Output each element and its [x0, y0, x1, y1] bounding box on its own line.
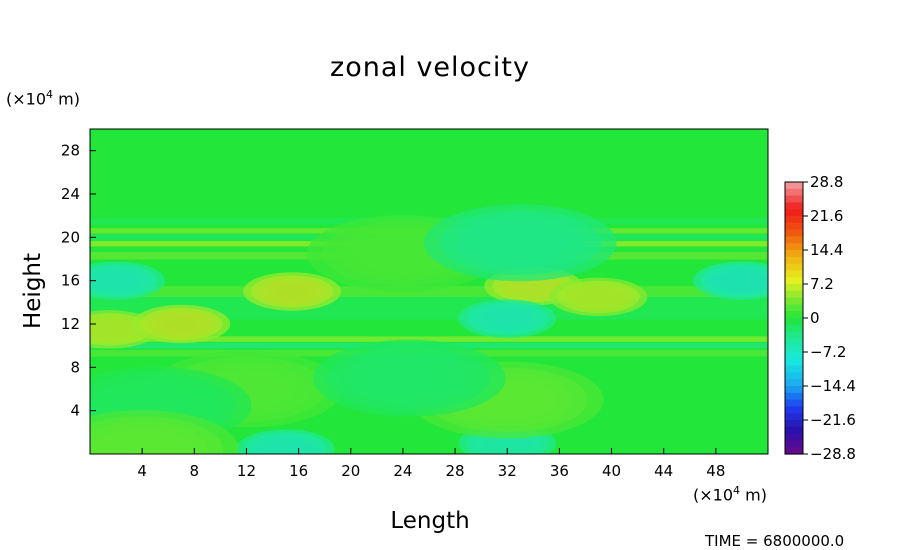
y-axis-unit: (×104 m) [6, 88, 80, 109]
x-tick-label: 16 [289, 462, 308, 480]
colorbar-segment [785, 311, 803, 319]
x-tick-label: 24 [393, 462, 412, 480]
field-feature [132, 304, 231, 344]
colorbar-segment [785, 338, 803, 346]
colorbar-segment [785, 399, 803, 407]
colorbar-segment [785, 433, 803, 441]
colorbar-segment [785, 345, 803, 353]
field-feature [90, 410, 239, 454]
field-feature [243, 272, 342, 311]
y-tick-label: 16 [61, 272, 80, 290]
colorbar-tick-label: 0 [810, 309, 820, 327]
x-axis-unit: (×104 m) [693, 484, 767, 505]
field-feature [424, 204, 617, 282]
colorbar-segment [785, 236, 803, 244]
field-feature [549, 277, 648, 317]
colorbar-segment [785, 216, 803, 224]
colorbar-segment [785, 182, 803, 190]
field-feature [458, 299, 557, 338]
y-tick-label: 12 [61, 315, 80, 333]
x-tick-label: 20 [341, 462, 360, 480]
colorbar-segment [785, 222, 803, 231]
plot-frame [89, 128, 769, 455]
x-tick-label: 28 [446, 462, 465, 480]
colorbar-tick-label: 28.8 [810, 173, 843, 191]
colorbar-segment [785, 250, 803, 258]
colorbar-tick-label: −28.8 [810, 445, 856, 463]
x-tick-label: 32 [498, 462, 517, 480]
field-feature [236, 429, 335, 454]
x-tick-label: 36 [550, 462, 569, 480]
colorbar-segment [785, 324, 803, 333]
plot-area [89, 128, 769, 455]
x-axis: 4 8 12 16 20 24 28 32 36 40 44 48 [137, 448, 725, 480]
y-tick-label: 24 [61, 185, 80, 203]
colorbar-segment [785, 243, 803, 251]
colorbar-segment [785, 297, 803, 305]
colorbar-tick-label: 14.4 [810, 241, 843, 259]
y-tick-label: 20 [61, 228, 80, 246]
colorbar-segment [785, 386, 803, 394]
colorbar-segment [785, 358, 803, 367]
y-axis: 4 8 12 16 20 24 28 [61, 142, 96, 420]
x-tick-label: 40 [602, 462, 621, 480]
colorbar-segment [785, 365, 803, 373]
colorbar-segment [785, 406, 803, 414]
x-tick-label: 8 [190, 462, 200, 480]
colorbar-segment [785, 202, 803, 210]
colorbar-segment [785, 379, 803, 387]
colorbar-segment [785, 352, 803, 360]
colorbar-segment [785, 318, 803, 326]
y-tick-label: 4 [70, 402, 80, 420]
y-tick-label: 28 [61, 142, 80, 160]
colorbar-segment [785, 195, 803, 203]
field-feature [692, 261, 768, 300]
colorbar-tick-label: −21.6 [810, 411, 856, 429]
field-feature [313, 339, 506, 417]
colorbar-segment [785, 331, 803, 339]
colorbar-segment [785, 209, 803, 217]
x-axis-label: Length [390, 508, 470, 534]
colorbar-segment [785, 304, 803, 312]
y-tick-label: 8 [70, 358, 80, 376]
colorbar-tick-label: −14.4 [810, 377, 856, 395]
colorbar-tick-label: 21.6 [810, 207, 843, 225]
colorbar-tick-label: 7.2 [810, 275, 834, 293]
x-tick-label: 12 [237, 462, 256, 480]
x-tick-label: 48 [706, 462, 725, 480]
colorbar: 28.8 21.6 14.4 7.2 0 −7.2 −14.4 −21.6 −28.8 [784, 173, 856, 463]
colorbar-segment [785, 372, 803, 380]
colorbar-segment [785, 392, 803, 401]
colorbar-segment [785, 256, 803, 265]
band [90, 336, 768, 342]
colorbar-segment [785, 188, 803, 197]
field-feature [90, 261, 166, 300]
colorbar-segment [785, 284, 803, 292]
colorbar-segment [785, 426, 803, 435]
colorbar-segment [785, 413, 803, 421]
x-tick-label: 4 [137, 462, 147, 480]
colorbar-segment [785, 440, 803, 448]
band [90, 286, 768, 297]
colorbar-segment [785, 229, 803, 237]
colorbar-segment [785, 263, 803, 271]
x-tick-label: 44 [654, 462, 673, 480]
colorbar-segment [785, 420, 803, 428]
colorbar-segment [785, 447, 803, 455]
colorbar-segment [785, 277, 803, 285]
colorbar-tick-label: −7.2 [810, 343, 846, 361]
chart-title: zonal velocity [330, 52, 530, 83]
colorbar-segment [785, 270, 803, 278]
colorbar-segment [785, 290, 803, 299]
